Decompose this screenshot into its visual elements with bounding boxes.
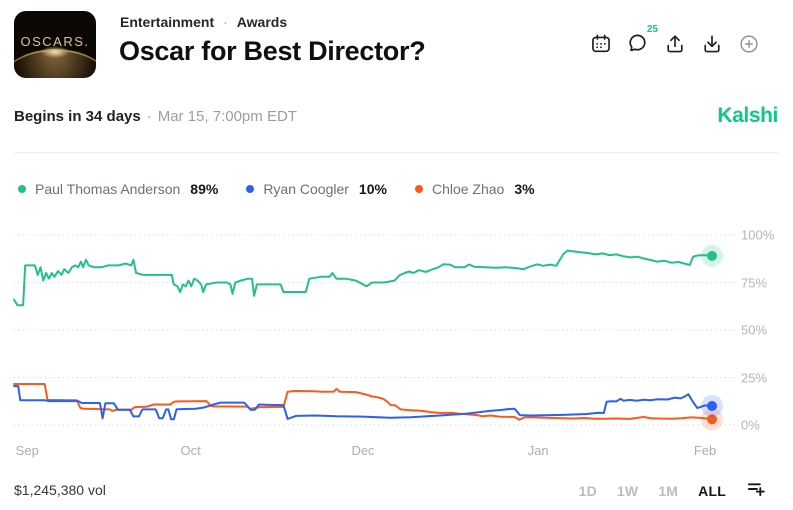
share-button[interactable] — [663, 32, 686, 55]
time-range-1w[interactable]: 1W — [616, 482, 639, 499]
comment-count-badge: 25 — [646, 24, 658, 35]
time-range-selector: 1D 1W 1M ALL — [579, 480, 767, 501]
legend-item-ryan-coogler[interactable]: Ryan Coogler 10% — [246, 181, 387, 197]
chart-plot[interactable] — [0, 225, 793, 440]
begins-in-label: Begins in 34 days — [14, 107, 141, 125]
event-timing: Begins in 34 days · Mar 15, 7:00pm EDT — [14, 108, 297, 125]
legend-dot-paul-thomas-anderson — [18, 185, 26, 193]
add-to-watchlist-button[interactable] — [746, 480, 767, 501]
legend-dot-ryan-coogler — [246, 185, 255, 193]
download-icon — [701, 33, 723, 55]
legend-item-chloe-zhao[interactable]: Chloe Zhao 3% — [414, 181, 535, 197]
share-icon — [664, 33, 686, 55]
download-button[interactable] — [700, 32, 723, 55]
legend-name: Ryan Coogler — [263, 181, 349, 197]
add-button[interactable] — [737, 32, 760, 55]
time-range-all[interactable]: ALL — [698, 482, 726, 499]
logo-glow — [40, 45, 70, 58]
time-range-1d[interactable]: 1D — [578, 482, 597, 499]
legend-item-paul-thomas-anderson[interactable]: Paul Thomas Anderson 89% — [18, 181, 218, 197]
add-circle-icon — [738, 33, 760, 55]
breadcrumb-subcategory[interactable]: Awards — [236, 14, 288, 30]
legend-value: 89% — [190, 181, 219, 197]
y-tick-100%: 100% — [741, 227, 775, 243]
logo-text: OSCARS. — [20, 34, 90, 49]
legend-value: 3% — [514, 181, 535, 197]
header-actions: 25 — [589, 24, 760, 55]
add-to-watchlist-icon — [746, 480, 767, 501]
legend-name: Paul Thomas Anderson — [35, 181, 181, 197]
chart-legend: Paul Thomas Anderson 89% Ryan Coogler 10% Ch… — [18, 181, 535, 197]
breadcrumb: Entertainment · Awards — [120, 14, 287, 30]
kalshi-wordmark: Kalshi — [717, 104, 778, 127]
comments-button[interactable]: 25 — [626, 24, 658, 55]
timing-separator: · — [146, 107, 152, 125]
breadcrumb-separator: · — [223, 14, 228, 30]
series-line-chloe-zhao — [13, 383, 713, 421]
subheader: Begins in 34 days · Mar 15, 7:00pm EDT K… — [14, 103, 778, 129]
event-datetime: Mar 15, 7:00pm EDT — [157, 107, 297, 125]
current-price-dot-chloe-zhao — [707, 414, 717, 425]
comments-icon — [626, 32, 649, 55]
price-chart[interactable]: 100% 75% 50% 25% 0% Sep Oct Dec Jan Feb — [0, 225, 793, 470]
x-tick-sep: Sep — [15, 443, 39, 458]
market-logo: OSCARS. — [14, 11, 96, 78]
x-tick-oct: Oct — [180, 443, 201, 458]
calendar-icon — [590, 33, 612, 55]
x-tick-jan: Jan — [527, 443, 549, 458]
x-tick-dec: Dec — [351, 443, 375, 458]
current-price-dot-paul-thomas-anderson — [707, 250, 717, 261]
time-range-1m[interactable]: 1M — [658, 482, 679, 499]
page-title: Oscar for Best Director? — [119, 36, 426, 66]
x-tick-feb: Feb — [693, 443, 717, 458]
y-tick-0%: 0% — [741, 417, 760, 433]
calendar-button[interactable] — [589, 32, 612, 55]
current-price-dot-ryan-coogler — [707, 401, 717, 411]
volume-label: $1,245,380 vol — [14, 482, 106, 498]
series-line-ryan-coogler — [13, 385, 713, 421]
series-line-paul-thomas-anderson — [13, 249, 713, 307]
y-tick-50%: 50% — [741, 322, 768, 338]
breadcrumb-category[interactable]: Entertainment — [120, 14, 215, 30]
header-divider — [14, 152, 779, 153]
y-tick-75%: 75% — [741, 275, 768, 290]
y-tick-25%: 25% — [741, 370, 768, 385]
legend-value: 10% — [358, 181, 387, 197]
legend-name: Chloe Zhao — [431, 181, 505, 197]
legend-dot-chloe-zhao — [414, 185, 423, 193]
